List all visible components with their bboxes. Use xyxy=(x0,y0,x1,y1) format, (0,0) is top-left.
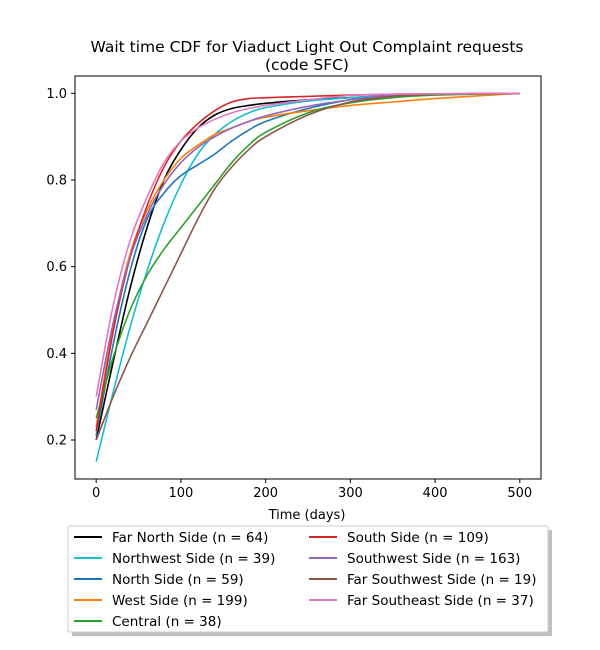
series-line-7 xyxy=(95,92,520,441)
series-layer xyxy=(95,92,520,462)
x-tick-label: 500 xyxy=(507,486,532,501)
x-axis-label: Time (days) xyxy=(268,508,346,523)
legend-label-0: Far North Side (n = 64) xyxy=(112,530,268,546)
series-line-1 xyxy=(95,92,520,462)
y-tick-label: 0.6 xyxy=(46,260,67,275)
legend-label-6: Southwest Side (n = 163) xyxy=(347,551,520,567)
y-tick-label: 1.0 xyxy=(46,87,67,102)
series-line-5 xyxy=(95,92,520,432)
legend-label-7: Far Southwest Side (n = 19) xyxy=(347,572,537,588)
series-line-6 xyxy=(95,92,520,410)
legend-label-8: Far Southeast Side (n = 37) xyxy=(347,593,534,609)
legend-label-2: North Side (n = 59) xyxy=(112,572,244,588)
x-tick-label: 200 xyxy=(253,486,278,501)
x-tick-label: 300 xyxy=(338,486,363,501)
x-tick-label: 400 xyxy=(423,486,448,501)
x-tick-label: 0 xyxy=(92,486,100,501)
y-tick-label: 0.2 xyxy=(46,434,67,449)
legend-box xyxy=(67,525,549,633)
y-tick-label: 0.8 xyxy=(46,174,67,189)
series-line-8 xyxy=(95,92,520,397)
x-axis-ticks: 0 100 200 300 400 500 xyxy=(92,479,532,501)
chart-title-line-1: Wait time CDF for Viaduct Light Out Comp… xyxy=(90,38,523,56)
legend-items: Far North Side (n = 64) Northwest Side (n… xyxy=(74,530,537,630)
chart-title-line-2: (code SFC) xyxy=(265,56,349,74)
legend-label-4: Central (n = 38) xyxy=(112,614,222,630)
series-line-3 xyxy=(95,92,520,428)
series-line-0 xyxy=(95,92,520,441)
legend: Far North Side (n = 64) Northwest Side (n… xyxy=(67,525,552,636)
x-tick-label: 100 xyxy=(168,486,193,501)
legend-label-1: Northwest Side (n = 39) xyxy=(112,551,275,567)
series-line-2 xyxy=(95,92,520,436)
legend-label-3: West Side (n = 199) xyxy=(112,593,248,609)
y-axis-ticks: 0.2 0.4 0.6 0.8 1.0 xyxy=(46,87,75,449)
plot-frame xyxy=(74,75,542,480)
y-tick-label: 0.4 xyxy=(46,347,67,362)
series-line-4 xyxy=(95,92,520,419)
legend-label-5: South Side (n = 109) xyxy=(347,530,489,546)
